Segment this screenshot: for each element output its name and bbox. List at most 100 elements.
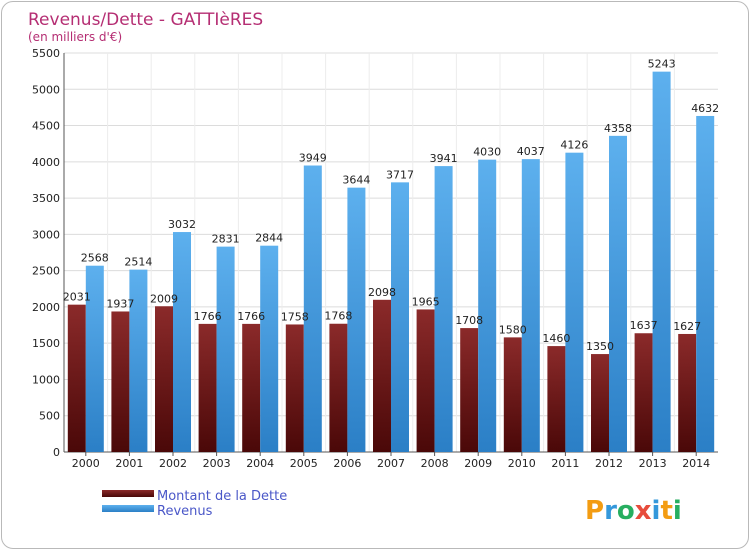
bar-revenus	[565, 152, 584, 452]
y-tick-label: 500	[39, 410, 60, 423]
bar-revenus	[521, 159, 540, 452]
y-tick-label: 3000	[32, 228, 60, 241]
x-tick-label: 2008	[421, 457, 449, 470]
bar-debt	[678, 333, 697, 452]
chart-title: Revenus/Dette - GATTIèRES	[28, 10, 263, 30]
data-label-debt: 1758	[281, 310, 309, 323]
data-label-revenus: 2568	[81, 252, 109, 265]
data-label-debt: 1580	[499, 323, 527, 336]
x-tick-label: 2013	[639, 457, 667, 470]
logo-letter: t	[660, 496, 672, 526]
logo-letter: i	[652, 496, 661, 526]
data-label-revenus: 4632	[691, 102, 719, 115]
bar-debt	[198, 323, 217, 452]
x-tick-label: 2004	[246, 457, 274, 470]
data-label-debt: 1637	[630, 319, 658, 332]
logo-letter: i	[673, 496, 682, 526]
bar-debt	[285, 324, 304, 452]
data-label-revenus: 2831	[212, 233, 240, 246]
bar-debt	[503, 337, 522, 452]
y-tick-label: 1000	[32, 373, 60, 386]
y-tick-label: 0	[53, 446, 60, 459]
legend-label-debt: Montant de la Dette	[157, 489, 287, 504]
data-label-revenus: 4358	[604, 122, 632, 135]
y-tick-label: 5500	[32, 47, 60, 60]
bar-revenus	[303, 165, 322, 452]
bar-debt	[111, 311, 130, 452]
data-label-debt: 2098	[368, 286, 396, 299]
bar-revenus	[434, 166, 453, 452]
bar-debt	[329, 323, 348, 452]
data-label-debt: 1766	[237, 310, 265, 323]
data-label-revenus: 4126	[560, 139, 588, 152]
data-label-debt: 1965	[412, 295, 440, 308]
data-label-revenus: 3717	[386, 168, 414, 181]
bar-debt	[547, 346, 566, 452]
legend-swatch-debt	[102, 490, 154, 497]
data-label-debt: 1708	[455, 314, 483, 327]
legend-label-revenus: Revenus	[157, 504, 213, 519]
data-label-revenus: 3032	[168, 218, 196, 231]
svg-text:Proxiti: Proxiti	[585, 496, 682, 526]
logo-letter: r	[604, 496, 617, 526]
x-tick-label: 2001	[115, 457, 143, 470]
y-tick-label: 5000	[32, 83, 60, 96]
data-label-debt: 1768	[324, 310, 352, 323]
logo-letter: x	[635, 496, 652, 526]
x-tick-label: 2003	[203, 457, 231, 470]
x-tick-label: 2011	[551, 457, 579, 470]
data-label-debt: 1350	[586, 340, 614, 353]
bar-debt	[416, 309, 435, 452]
bar-revenus	[129, 269, 148, 452]
y-tick-label: 4000	[32, 156, 60, 169]
bar-debt	[155, 306, 173, 452]
bar-debt	[242, 323, 261, 452]
x-tick-label: 2012	[595, 457, 623, 470]
x-tick-label: 2005	[290, 457, 318, 470]
data-label-revenus: 5243	[648, 58, 676, 71]
data-label-revenus: 3949	[299, 152, 327, 165]
y-tick-label: 2500	[32, 265, 60, 278]
y-tick-label: 4500	[32, 120, 60, 133]
bar-revenus	[173, 232, 191, 452]
logo-letter: o	[617, 496, 635, 526]
bar-revenus	[85, 265, 104, 452]
bar-debt	[591, 354, 609, 452]
bar-revenus	[478, 159, 497, 452]
bar-revenus	[260, 245, 279, 452]
data-label-debt: 2009	[150, 292, 178, 305]
data-label-debt: 1460	[542, 332, 570, 345]
y-tick-label: 1500	[32, 337, 60, 350]
legend-swatch-revenus	[102, 505, 154, 512]
bar-revenus	[216, 246, 235, 452]
data-label-revenus: 4037	[517, 145, 545, 158]
x-tick-label: 2009	[464, 457, 492, 470]
x-tick-label: 2006	[333, 457, 361, 470]
bar-debt	[67, 304, 86, 452]
bar-revenus	[391, 182, 409, 452]
y-tick-label: 2000	[32, 301, 60, 314]
legend: Montant de la Dette Revenus	[102, 489, 287, 519]
chart-subtitle: (en milliers d'€)	[28, 30, 122, 44]
data-label-revenus: 2514	[124, 256, 152, 269]
data-label-debt: 2031	[63, 291, 91, 304]
x-tick-label: 2000	[72, 457, 100, 470]
bar-revenus	[652, 71, 671, 453]
data-label-revenus: 2844	[255, 232, 283, 245]
proxiti-logo: Proxiti	[585, 496, 682, 526]
data-label-debt: 1937	[106, 297, 134, 310]
data-label-revenus: 3941	[430, 152, 458, 165]
data-label-debt: 1766	[194, 310, 222, 323]
x-tick-label: 2010	[508, 457, 536, 470]
x-tick-label: 2007	[377, 457, 405, 470]
x-tick-label: 2002	[159, 457, 187, 470]
bar-revenus	[696, 115, 715, 452]
bar-revenus	[609, 135, 627, 452]
bar-debt	[460, 328, 479, 452]
bar-revenus	[347, 187, 366, 453]
x-tick-label: 2014	[682, 457, 710, 470]
bar-debt	[634, 333, 653, 452]
y-tick-label: 3500	[32, 192, 60, 205]
